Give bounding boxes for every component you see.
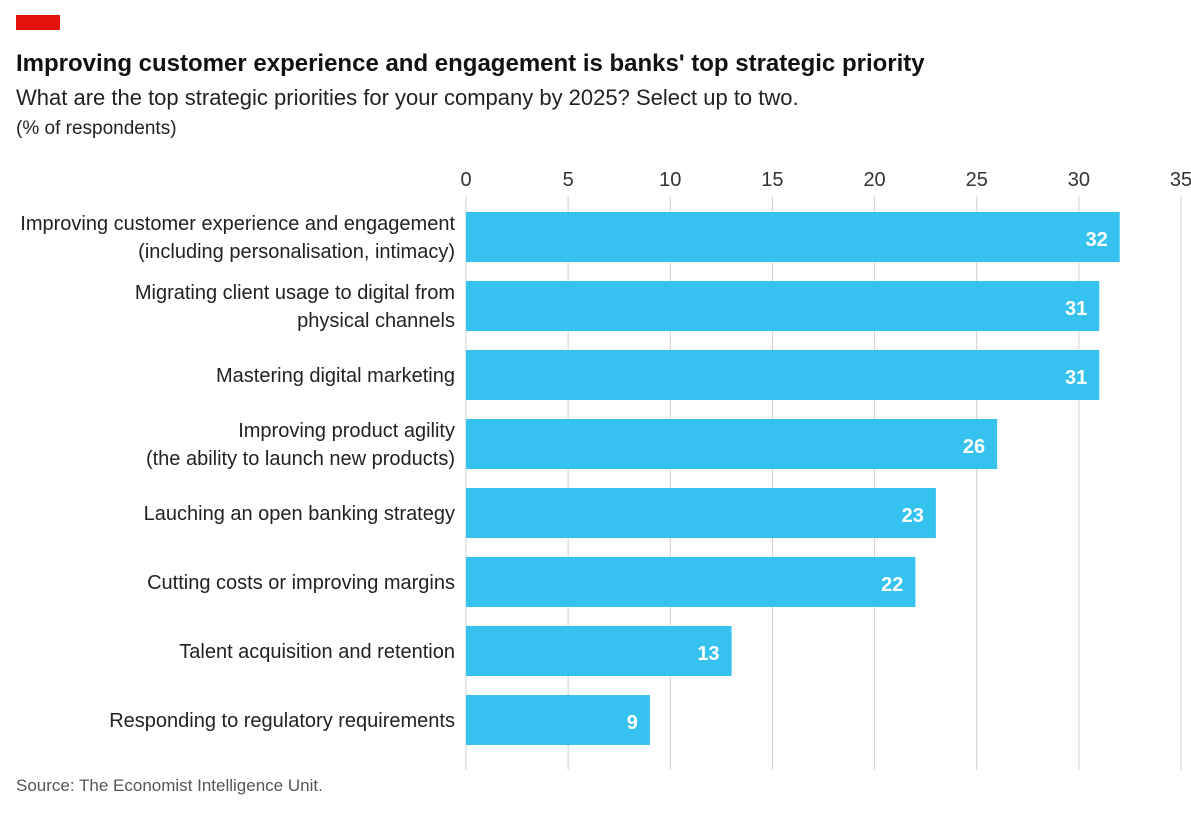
x-tick-label: 35 <box>1170 169 1191 191</box>
category-label: (including personalisation, intimacy) <box>138 241 455 263</box>
bar-value-label: 32 <box>1085 229 1107 251</box>
bar-value-label: 9 <box>627 712 638 734</box>
bar-value-label: 22 <box>881 574 903 596</box>
category-label: Responding to regulatory requirements <box>109 710 455 732</box>
brand-accent-bar <box>16 15 60 30</box>
category-label: Lauching an open banking strategy <box>144 503 455 525</box>
bar <box>466 281 1100 331</box>
chart-unit-label: (% of respondents) <box>16 118 177 139</box>
source-note: Source: The Economist Intelligence Unit. <box>16 776 323 795</box>
x-tick-label: 20 <box>863 169 885 191</box>
bar-value-label: 26 <box>963 436 985 458</box>
bar <box>466 350 1100 400</box>
bar-value-label: 23 <box>902 505 924 527</box>
category-label: Mastering digital marketing <box>216 365 455 387</box>
bar-value-label: 31 <box>1065 298 1087 320</box>
category-label: physical channels <box>297 310 455 332</box>
category-label: Migrating client usage to digital from <box>135 282 455 304</box>
category-label: (the ability to launch new products) <box>146 448 455 470</box>
bar <box>466 419 998 469</box>
category-label: Improving customer experience and engage… <box>20 213 455 235</box>
category-label: Talent acquisition and retention <box>179 641 455 663</box>
bar-value-label: 13 <box>697 643 719 665</box>
category-label: Improving product agility <box>238 420 455 442</box>
bar <box>466 626 732 676</box>
bar-value-label: 31 <box>1065 367 1087 389</box>
bar <box>466 695 650 745</box>
x-tick-label: 15 <box>761 169 783 191</box>
bar <box>466 488 936 538</box>
x-tick-label: 30 <box>1068 169 1090 191</box>
bar <box>466 212 1120 262</box>
x-tick-label: 25 <box>966 169 988 191</box>
x-tick-label: 0 <box>460 169 471 191</box>
x-tick-label: 10 <box>659 169 681 191</box>
x-tick-label: 5 <box>563 169 574 191</box>
category-label: Cutting costs or improving margins <box>147 572 455 594</box>
chart-title: Improving customer experience and engage… <box>16 50 925 77</box>
chart-subtitle: What are the top strategic priorities fo… <box>16 85 799 110</box>
bar <box>466 557 916 607</box>
